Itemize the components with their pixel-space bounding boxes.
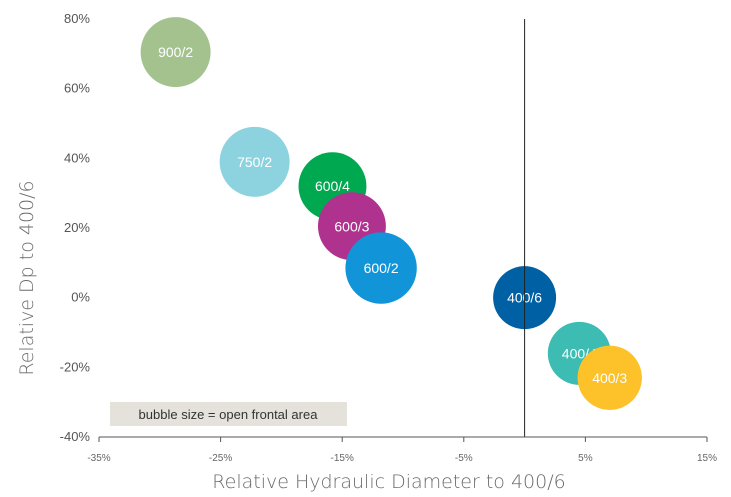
- bubble-circle: [345, 232, 417, 304]
- bubble-circle: [140, 17, 211, 88]
- y-tick-label: 40%: [64, 150, 90, 165]
- bubble-circle: [219, 126, 290, 197]
- bubble-400-3: 400/3: [577, 345, 642, 410]
- bubble-900-2: 900/2: [140, 17, 211, 88]
- bubble-600-2: 600/2: [345, 232, 417, 304]
- x-tick-label: 15%: [697, 453, 717, 464]
- bubble-label: 750/2: [237, 154, 272, 170]
- y-tick-labels: 80% 60% 40% 20% 0% -20% -40%: [60, 11, 91, 444]
- y-axis-title: Relative Dp to 400/6: [16, 180, 38, 375]
- bubble-label: 400/3: [592, 370, 627, 386]
- y-tick-label: -40%: [60, 429, 91, 444]
- x-axis-title: Relative Hydraulic Diameter to 400/6: [212, 471, 565, 493]
- y-tick-label: 0%: [71, 290, 90, 305]
- bubble-label: 600/3: [334, 218, 369, 234]
- y-tick-label: 20%: [64, 220, 90, 235]
- bubble-label: 900/2: [158, 44, 193, 60]
- x-tick-label: -5%: [455, 453, 473, 464]
- x-tick-label: -25%: [209, 453, 232, 464]
- y-tick-label: 60%: [64, 81, 90, 96]
- y-tick-label: -20%: [60, 359, 91, 374]
- x-tick-label: -35%: [87, 453, 110, 464]
- x-tick-labels: -35% -25% -15% -5% 5% 15%: [87, 437, 717, 464]
- bubble-750-2: 750/2: [219, 126, 290, 197]
- x-tick-label: -15%: [331, 453, 354, 464]
- bubble-size-note-box: [110, 402, 347, 426]
- bubble-label: 600/4: [315, 178, 350, 194]
- bubble-label: 600/2: [364, 260, 399, 276]
- bubble-circle: [577, 345, 642, 410]
- y-tick-label: 80%: [64, 11, 90, 26]
- x-tick-label: 5%: [578, 453, 593, 464]
- bubble-size-note: bubble size = open frontal area: [139, 407, 319, 422]
